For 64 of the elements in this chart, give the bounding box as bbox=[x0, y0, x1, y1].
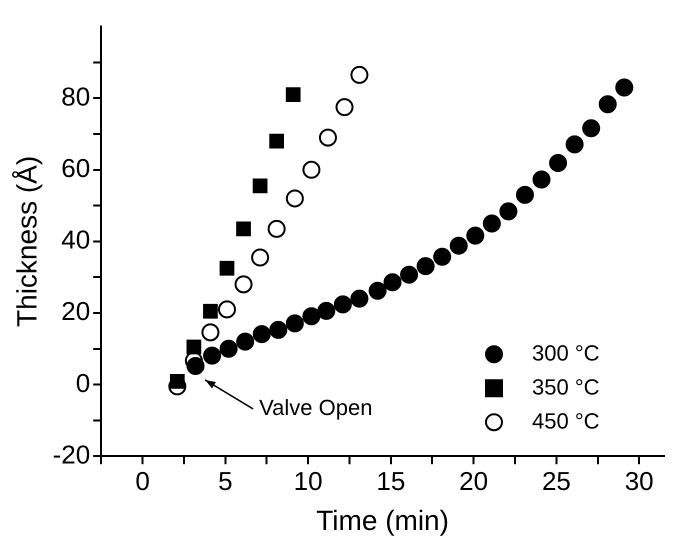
x-tick-label: 5 bbox=[218, 466, 233, 496]
point bbox=[203, 304, 218, 319]
point bbox=[234, 275, 253, 294]
annotation: Valve Open bbox=[259, 395, 372, 420]
point bbox=[251, 248, 270, 267]
x-tick-label: 30 bbox=[624, 466, 654, 496]
point bbox=[220, 260, 234, 276]
y-axis-title: Thickness (Å) bbox=[12, 156, 43, 327]
point bbox=[170, 374, 185, 389]
point bbox=[516, 186, 534, 204]
point bbox=[582, 119, 600, 138]
point bbox=[532, 170, 551, 188]
point bbox=[236, 222, 251, 236]
point bbox=[598, 95, 617, 114]
point bbox=[186, 340, 202, 354]
point bbox=[302, 307, 320, 326]
point bbox=[450, 236, 468, 255]
point bbox=[318, 128, 337, 147]
point bbox=[350, 290, 368, 308]
point bbox=[566, 135, 584, 154]
point bbox=[236, 332, 254, 351]
point bbox=[302, 160, 320, 179]
point bbox=[334, 295, 352, 314]
y-tick-label: 80 bbox=[61, 81, 90, 112]
point bbox=[252, 325, 271, 344]
point bbox=[286, 314, 304, 332]
y-tick-label: 40 bbox=[61, 224, 90, 255]
point bbox=[268, 220, 286, 238]
point bbox=[218, 300, 236, 318]
point bbox=[433, 248, 452, 266]
point bbox=[269, 320, 288, 339]
legend-label: 450 °C bbox=[532, 408, 600, 434]
point bbox=[336, 98, 354, 116]
legend-label: 300 °C bbox=[532, 340, 600, 366]
y-tick-label: 20 bbox=[61, 296, 90, 326]
point bbox=[615, 78, 634, 96]
point bbox=[317, 302, 336, 320]
point bbox=[400, 266, 418, 284]
x-tick-label: 20 bbox=[459, 466, 488, 496]
point bbox=[286, 87, 301, 102]
x-tick-label: 25 bbox=[542, 466, 571, 496]
point bbox=[203, 346, 222, 365]
point bbox=[499, 202, 518, 220]
x-tick-label: 0 bbox=[135, 466, 150, 496]
point bbox=[549, 154, 568, 172]
point bbox=[350, 66, 368, 84]
x-tick-label: 15 bbox=[376, 466, 406, 496]
point bbox=[368, 282, 387, 300]
point bbox=[286, 189, 304, 208]
x-tick-label: 10 bbox=[294, 466, 323, 496]
x-axis-title: Time (min) bbox=[316, 504, 449, 536]
point bbox=[186, 356, 205, 375]
point bbox=[220, 340, 238, 358]
legend-label: 350 °C bbox=[532, 374, 600, 400]
point bbox=[252, 178, 268, 194]
point bbox=[384, 273, 402, 292]
y-tick-label: -20 bbox=[52, 439, 90, 470]
point bbox=[482, 214, 501, 232]
y-tick-label: 0 bbox=[76, 368, 90, 398]
point bbox=[416, 257, 435, 276]
point bbox=[466, 226, 484, 245]
point bbox=[269, 134, 284, 149]
point bbox=[201, 323, 220, 342]
y-tick-label: 60 bbox=[61, 152, 90, 183]
